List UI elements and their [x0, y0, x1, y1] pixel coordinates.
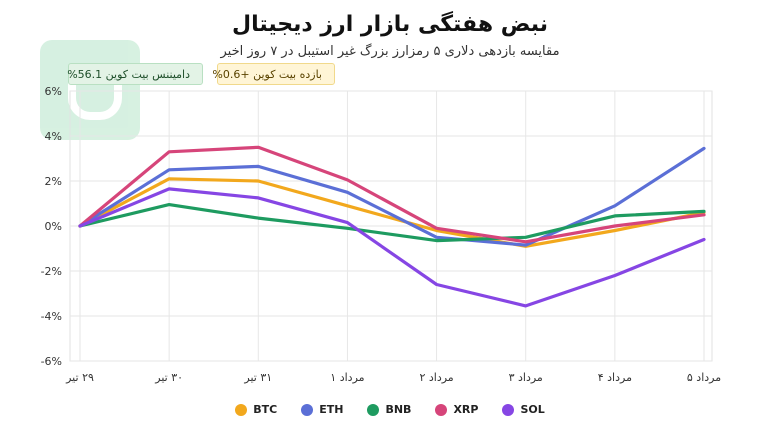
legend-item-bnb: BNB — [367, 403, 411, 416]
legend-swatch — [301, 403, 314, 416]
chart-legend: BTC ETH BNB XRP SOL — [0, 403, 780, 416]
series-line-xrp — [78, 145, 706, 244]
y-tick-label: -6% — [41, 355, 62, 368]
x-tick-label: مرداد ۴ — [598, 371, 632, 384]
x-tick-label: ۳۱ تیر — [243, 371, 272, 384]
btc-dominance-badge: دامیننس بیت کوین 56.1% — [67, 63, 203, 85]
y-tick-label: -4% — [41, 310, 62, 323]
legend-label: BTC — [253, 403, 278, 416]
y-tick-label: -2% — [41, 265, 62, 278]
btc-return-badge: بازده بیت کوین +0.6% — [212, 63, 335, 85]
chart-title: نبض هفتگی بازار ارز دیجیتال — [232, 12, 548, 37]
series-line-sol — [78, 187, 706, 308]
legend-label: BNB — [385, 403, 412, 416]
y-tick-label: 0% — [45, 220, 62, 233]
y-tick-label: 6% — [45, 85, 62, 98]
legend-label: ETH — [319, 403, 344, 416]
legend-item-eth: ETH — [301, 403, 343, 416]
brand-watermark-logo — [40, 40, 140, 140]
legend-item-sol: SOL — [502, 403, 545, 416]
x-tick-label: ۲۹ تیر — [65, 371, 94, 384]
series-line-eth — [78, 146, 706, 247]
legend-swatch — [235, 403, 248, 416]
legend-item-btc: BTC — [235, 403, 277, 416]
legend-label: SOL — [520, 403, 545, 416]
x-tick-label: ۳۰ تیر — [154, 371, 183, 384]
x-tick-label: مرداد ۱ — [330, 371, 364, 384]
y-tick-label: 2% — [45, 175, 62, 188]
x-tick-label: مرداد ۳ — [509, 371, 543, 384]
series-line-bnb — [78, 203, 706, 243]
legend-item-xrp: XRP — [435, 403, 478, 416]
legend-swatch — [502, 403, 515, 416]
x-tick-label: مرداد ۲ — [419, 371, 453, 384]
legend-swatch — [435, 403, 448, 416]
series-line-btc — [78, 177, 706, 248]
legend-swatch — [367, 403, 380, 416]
y-tick-label: 4% — [45, 130, 62, 143]
chart-subtitle: مقایسه بازدهی دلاری ۵ رمزارز بزرگ غیر اس… — [220, 44, 560, 59]
x-tick-label: مرداد ۵ — [687, 371, 721, 384]
legend-label: XRP — [453, 403, 479, 416]
